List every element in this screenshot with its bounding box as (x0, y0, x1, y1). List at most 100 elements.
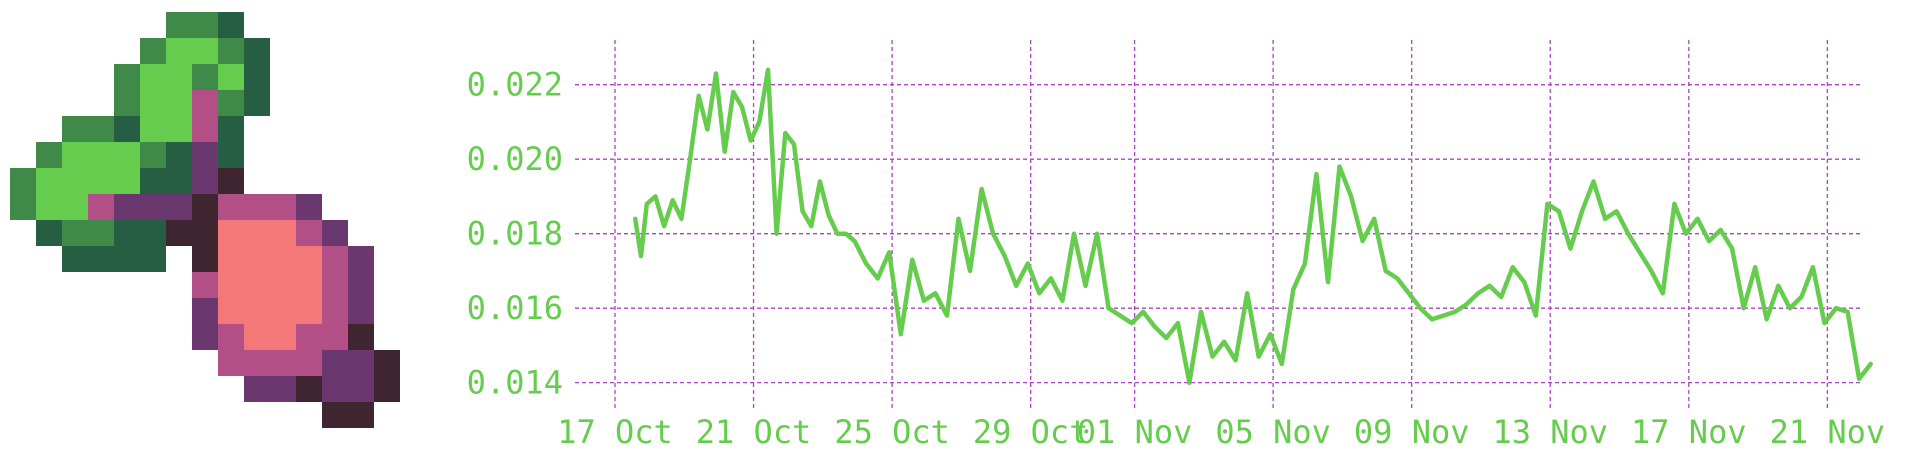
logo-pixel (114, 220, 140, 246)
logo-pixel (140, 168, 166, 194)
x-tick-label: 17 Oct (557, 413, 673, 451)
logo-pixel (218, 298, 244, 324)
logo-pixel (192, 12, 218, 38)
price-chart: 0.014 0.016 0.018 0.020 0.022 17 Oct 21 Oct 25 … (430, 0, 1905, 459)
x-tick-label: 25 Oct (834, 413, 950, 451)
logo-pixel (192, 142, 218, 168)
logo-pixel (296, 350, 322, 376)
logo-pixel (88, 168, 114, 194)
logo-pixel (36, 220, 62, 246)
logo-pixel (114, 168, 140, 194)
logo-pixel (166, 142, 192, 168)
logo-pixel (348, 350, 374, 376)
logo-pixel (114, 142, 140, 168)
x-tick-label: 13 Nov (1492, 413, 1608, 451)
logo-pixel (166, 116, 192, 142)
logo-pixel (166, 168, 192, 194)
logo-pixel (296, 194, 322, 220)
logo-pixel (192, 168, 218, 194)
logo-pixel (166, 194, 192, 220)
logo-pixel (62, 116, 88, 142)
logo-pixel (374, 376, 400, 402)
logo-pixel (192, 272, 218, 298)
logo-pixel (88, 194, 114, 220)
logo-pixel (114, 194, 140, 220)
logo-pixel (348, 376, 374, 402)
logo-pixel (296, 376, 322, 402)
logo-pixel (244, 64, 270, 90)
logo-pixel (140, 194, 166, 220)
logo-pixel (270, 272, 296, 298)
logo-pixel (10, 194, 36, 220)
logo-pixel (36, 194, 62, 220)
logo-pixel (322, 272, 348, 298)
logo-pixel (62, 142, 88, 168)
logo-pixel (140, 90, 166, 116)
logo-pixel (88, 142, 114, 168)
logo-pixel (218, 220, 244, 246)
logo-pixel (166, 38, 192, 64)
logo-pixel (192, 298, 218, 324)
logo-pixel (244, 272, 270, 298)
logo-pixel (218, 168, 244, 194)
logo-pixel (218, 64, 244, 90)
logo-pixel (62, 194, 88, 220)
logo-pixel (192, 246, 218, 272)
logo-pixel (244, 38, 270, 64)
logo-pixel (140, 142, 166, 168)
logo-pixel (192, 38, 218, 64)
logo-pixel (322, 246, 348, 272)
logo-pixel (140, 116, 166, 142)
logo-pixel (62, 168, 88, 194)
logo-pixel (192, 194, 218, 220)
logo-pixel (322, 220, 348, 246)
logo-pixel (322, 324, 348, 350)
logo-pixel (270, 298, 296, 324)
logo-pixel (270, 246, 296, 272)
logo-pixel (218, 246, 244, 272)
y-tick-label: 0.016 (467, 289, 563, 327)
logo-pixel (36, 168, 62, 194)
series-line (632, 67, 1873, 385)
logo-pixel (166, 90, 192, 116)
logo-pixel (270, 194, 296, 220)
logo-pixel (218, 350, 244, 376)
logo-pixel (244, 376, 270, 402)
logo-pixel (244, 220, 270, 246)
logo-pixel (244, 298, 270, 324)
logo-pixel (88, 246, 114, 272)
logo-pixel (218, 324, 244, 350)
x-tick-label: 29 Oct (973, 413, 1089, 451)
logo-pixel (88, 220, 114, 246)
logo-pixel (270, 350, 296, 376)
logo-pixel (322, 376, 348, 402)
logo-pixel (296, 246, 322, 272)
logo-pixel (218, 90, 244, 116)
logo-pixel (348, 298, 374, 324)
logo-pixel (166, 12, 192, 38)
logo-pixel (244, 194, 270, 220)
logo-pixel (348, 402, 374, 428)
logo-pixel (192, 116, 218, 142)
y-tick-label: 0.014 (467, 364, 563, 402)
logo-pixel (218, 142, 244, 168)
logo-pixel (374, 350, 400, 376)
logo-pixel (218, 194, 244, 220)
logo-pixel (218, 38, 244, 64)
logo-pixel (218, 12, 244, 38)
logo-pixel (36, 142, 62, 168)
logo-pixel (244, 246, 270, 272)
x-tick-label: 21 Oct (696, 413, 812, 451)
beet-logo-svg (10, 12, 400, 428)
logo-pixel (348, 324, 374, 350)
logo-pixel (140, 38, 166, 64)
logo-pixel (296, 272, 322, 298)
x-tick-label: 09 Nov (1354, 413, 1470, 451)
logo-pixel (348, 272, 374, 298)
logo-pixel (140, 246, 166, 272)
logo-pixel (62, 246, 88, 272)
logo-pixel (114, 116, 140, 142)
logo-pixel (296, 298, 322, 324)
logo-pixel (270, 324, 296, 350)
line-chart-svg: 0.014 0.016 0.018 0.020 0.022 17 Oct 21 Oct 25 … (467, 40, 1885, 451)
